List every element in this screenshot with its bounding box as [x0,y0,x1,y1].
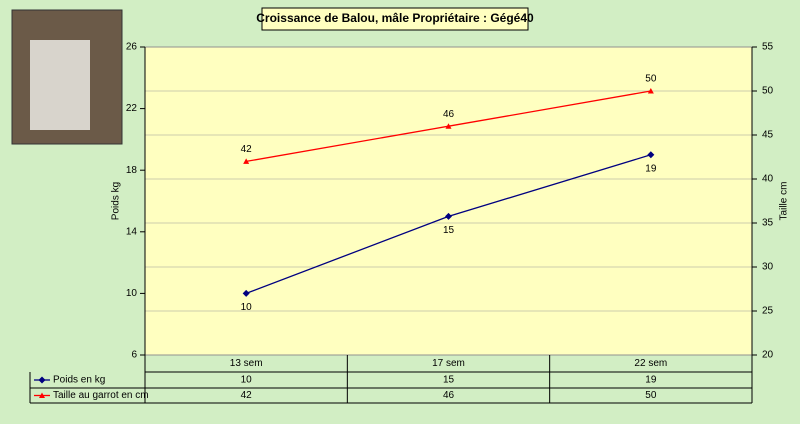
table-cell: 19 [645,375,657,386]
dog-photo-subject [30,40,90,130]
data-label: 46 [443,109,455,120]
data-label: 15 [443,225,455,236]
table-cell: 46 [443,390,455,401]
point [39,392,45,398]
legend-label: Poids en kg [53,375,105,386]
table-cell: 10 [241,375,253,386]
point [38,376,46,384]
point [445,212,452,220]
table-cell: 15 [443,375,455,386]
table-cell: 42 [241,390,253,401]
x-tick-label: 22 sem [634,358,667,369]
point [647,88,654,94]
y-tick-label: 6 [131,350,137,361]
data-label: 50 [645,74,657,85]
y2-tick-label: 20 [762,350,774,361]
point [242,289,250,297]
y2-tick-label: 35 [762,218,774,229]
y2-axis-label: Taille cm [779,182,790,221]
y2-tick-label: 40 [762,174,774,185]
point [243,158,250,164]
y2-tick-label: 45 [762,130,774,141]
x-tick-label: 17 sem [432,358,465,369]
y-tick-label: 14 [126,226,138,237]
title-box [261,7,529,31]
y2-tick-label: 25 [762,306,774,317]
data-label: 42 [241,144,253,155]
y-tick-label: 10 [126,288,138,299]
y-tick-label: 18 [126,165,138,176]
chart-title: Croissance de Balou, mâle Propriétaire :… [256,11,534,25]
point [647,151,655,159]
y-tick-label: 22 [126,103,138,114]
y2-tick-label: 55 [762,42,774,53]
y-tick-label: 26 [126,42,138,53]
data-label: 19 [645,163,657,174]
table-cell: 50 [645,390,657,401]
point [445,123,452,129]
y-axis-label: Poids kg [111,182,122,220]
data-label: 10 [241,302,253,313]
x-tick-label: 13 sem [230,358,263,369]
plot-area [144,46,753,356]
legend-label: Taille au garrot en cm [53,390,149,401]
y2-tick-label: 50 [762,86,774,97]
y2-tick-label: 30 [762,262,774,273]
